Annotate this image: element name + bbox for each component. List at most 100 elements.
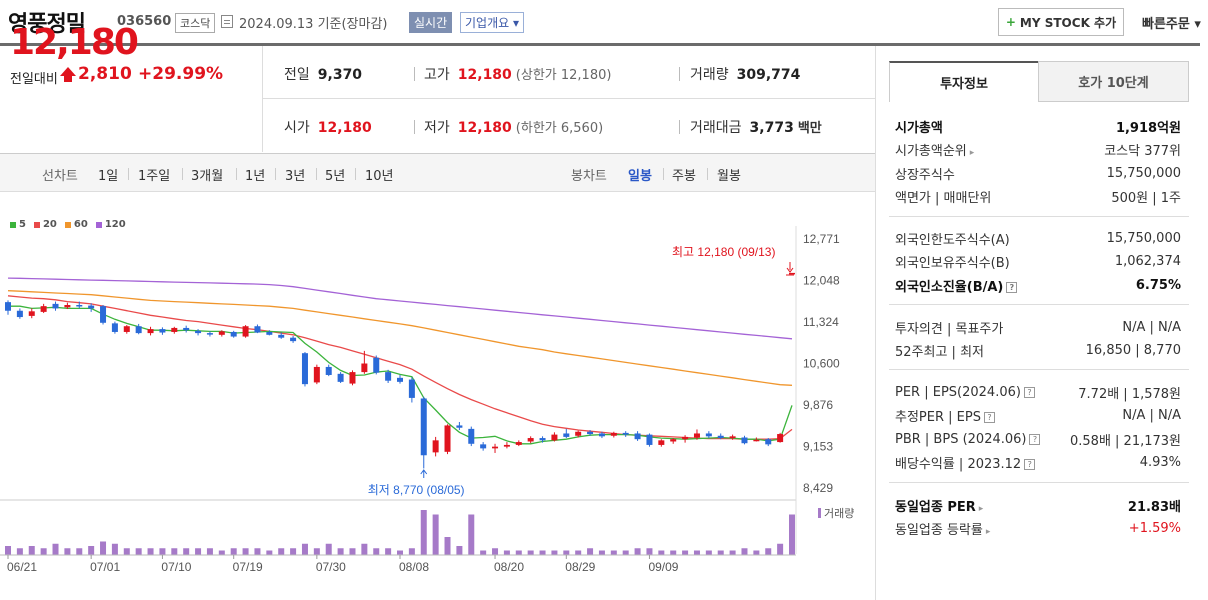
candle-tab-monthly[interactable]: 월봉 <box>717 169 741 184</box>
tab-divider <box>707 168 708 180</box>
stat-volume: 거래량 309,774 <box>690 67 801 83</box>
help-icon[interactable]: ? <box>1029 433 1041 445</box>
realtime-button[interactable]: 실시간 <box>409 12 453 33</box>
help-icon[interactable]: ? <box>1006 281 1018 293</box>
volume-legend-swatch <box>818 508 821 518</box>
high-arrow-icon <box>786 262 794 276</box>
period-tab-1d[interactable]: 1일 <box>98 169 119 184</box>
period-tab-10y[interactable]: 10년 <box>365 169 394 184</box>
side-row-value: 15,750,000 <box>1106 165 1181 181</box>
side-row-label: 추정PER | EPS <box>895 410 981 425</box>
volume-bar <box>301 543 308 555</box>
tab-investment-info[interactable]: 투자정보 <box>889 61 1039 102</box>
period-tab-3y[interactable]: 3년 <box>285 169 306 184</box>
volume-bar <box>444 537 451 555</box>
candle-body <box>432 440 439 453</box>
base-date: 2024.09.13 기준(장마감) <box>239 17 388 32</box>
candle-body <box>361 363 368 373</box>
volume-bar <box>183 548 190 555</box>
side-row[interactable]: 동일업종 PER ▸ 21.83배 <box>895 493 1181 517</box>
quick-order-dropdown[interactable]: 빠른주문 ▾ <box>1142 17 1201 32</box>
candle-body <box>563 433 570 437</box>
candle-body <box>397 377 403 382</box>
volume-bar <box>361 543 368 555</box>
volume-bar <box>254 548 261 555</box>
volume-bar <box>76 548 83 555</box>
volume-bar <box>729 550 736 555</box>
candle-body <box>5 302 11 311</box>
candle-body <box>420 398 427 456</box>
side-row-value: +1.59% <box>1128 521 1181 536</box>
chart-period-bar: 선차트 1일 1주일 3개월 1년 3년 5년 10년 봉차트 일봉 주봉 월봉 <box>0 153 875 192</box>
legend-ma5: 5 <box>10 219 26 230</box>
candle-tab-weekly[interactable]: 주봉 <box>672 169 696 184</box>
company-overview-dropdown[interactable]: 기업개요 ▾ <box>460 12 524 33</box>
x-tick-label: 08/29 <box>565 560 595 574</box>
side-row: 배당수익률 | 2023.12? 4.93% <box>895 451 1181 475</box>
volume-bar <box>682 550 689 555</box>
tab-orderbook-10[interactable]: 호가 10단계 <box>1038 61 1189 102</box>
volume-bar <box>88 546 95 555</box>
volume-bar <box>100 541 107 555</box>
y-tick-label: 12,048 <box>803 274 840 288</box>
period-tab-1y[interactable]: 1년 <box>245 169 266 184</box>
candle-body <box>123 326 130 332</box>
side-row-value: 500원 | 1주 <box>1111 191 1181 206</box>
volume-bar <box>753 550 760 555</box>
candle-body <box>183 327 190 331</box>
help-icon[interactable]: ? <box>1024 459 1036 470</box>
volume-bar <box>385 548 392 555</box>
side-row[interactable]: 동일업종 등락률 ▸ +1.59% <box>895 517 1181 541</box>
volume-bar <box>563 550 570 555</box>
candle-body <box>171 327 178 332</box>
candle-body <box>337 373 344 382</box>
volume-bar <box>765 548 772 555</box>
plus-icon: + <box>1005 15 1016 29</box>
volume-bar <box>135 548 142 555</box>
legend-ma60: 60 <box>64 219 88 230</box>
side-row-value: N/A | N/A <box>1122 408 1181 423</box>
side-row-value: 15,750,000 <box>1106 230 1181 246</box>
volume-bar <box>123 548 130 555</box>
volume-bar <box>551 550 558 555</box>
candle-body <box>539 438 546 441</box>
volume-bar <box>16 548 23 555</box>
help-icon[interactable]: ? <box>1023 386 1035 398</box>
help-icon[interactable]: ? <box>983 412 995 423</box>
volume-bar <box>515 550 522 555</box>
candlestick-chart[interactable]: 12,771 12,048 11,324 10,600 9,876 9,153 8,429 거… <box>0 196 875 600</box>
tab-divider <box>663 168 664 180</box>
volume-bar <box>28 546 35 555</box>
price-change: 2,810 <box>78 64 132 84</box>
side-row: PBR | BPS (2024.06)? 0.58배 | 21,173원 <box>895 427 1181 451</box>
volume-bar <box>325 543 332 555</box>
y-tick-label: 8,429 <box>803 481 833 495</box>
volume-bar <box>349 548 356 555</box>
volume-bar <box>717 550 724 555</box>
ma120-line <box>7 277 793 340</box>
legend-ma20: 20 <box>33 219 57 230</box>
volume-bar <box>111 543 118 555</box>
side-row: 추정PER | EPS? N/A | N/A <box>895 404 1181 428</box>
volume-bar <box>337 548 344 555</box>
high-annotation: 최고 12,180 (09/13) <box>672 245 775 259</box>
tab-divider <box>355 168 356 180</box>
volume-bar <box>171 548 178 555</box>
side-row-label: 액면가 | 매매단위 <box>895 191 992 206</box>
side-row-label: 동일업종 PER <box>895 499 976 515</box>
candle-body <box>777 434 784 443</box>
candle-body <box>313 366 320 383</box>
volume-bar <box>527 550 534 555</box>
add-mystock-button[interactable]: + MY STOCK 추가 <box>998 8 1124 36</box>
up-arrow-icon <box>60 67 76 82</box>
candle-body <box>278 334 285 338</box>
stat-divider <box>679 67 680 81</box>
period-tab-1w[interactable]: 1주일 <box>138 169 171 184</box>
period-tab-3m[interactable]: 3개월 <box>191 169 224 184</box>
candle-body <box>16 310 23 318</box>
period-tab-5y[interactable]: 5년 <box>325 169 346 184</box>
market-badge: 코스닥 <box>175 13 216 33</box>
side-row[interactable]: 시가총액순위 ▸ 코스닥 377위 <box>895 138 1181 162</box>
stats-divider <box>263 98 875 99</box>
candle-tab-daily[interactable]: 일봉 <box>628 169 652 184</box>
